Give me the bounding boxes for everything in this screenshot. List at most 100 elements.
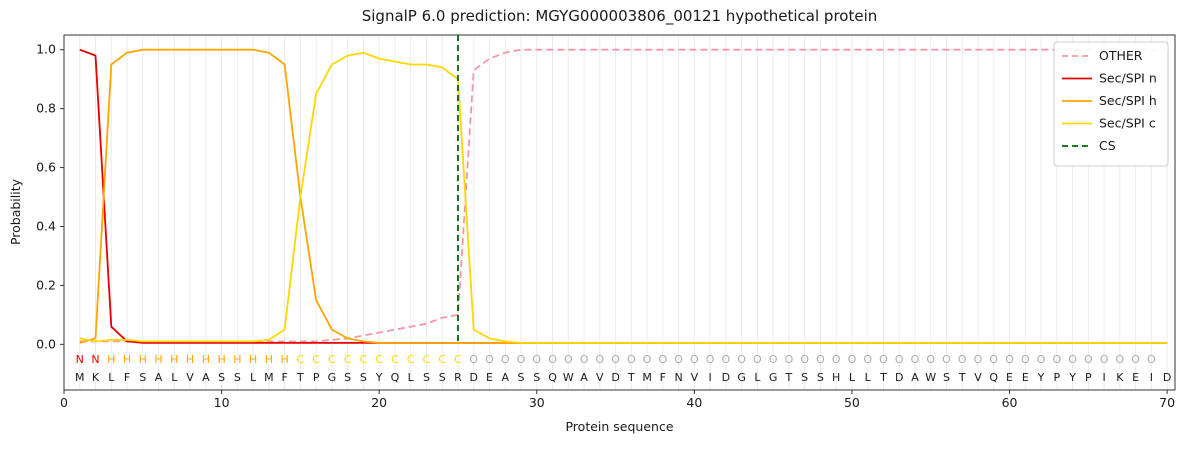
- region-label-letter: O: [674, 353, 683, 366]
- x-tick-label: 30: [529, 395, 545, 410]
- region-label-letter: O: [1084, 353, 1093, 366]
- residue-letter: A: [501, 371, 509, 384]
- region-label-letter: H: [233, 353, 241, 366]
- region-label-letter: O: [911, 353, 920, 366]
- region-label-letter: C: [375, 353, 383, 366]
- residue-letter: P: [1053, 371, 1060, 384]
- residue-letter: S: [234, 371, 241, 384]
- region-label-letter: H: [123, 353, 131, 366]
- region-label-letter: O: [501, 353, 510, 366]
- residue-letter: S: [518, 371, 525, 384]
- residue-letter: P: [1085, 371, 1092, 384]
- residue-letter: V: [186, 371, 194, 384]
- residue-letter: S: [439, 371, 446, 384]
- residue-letter: T: [879, 371, 887, 384]
- residue-letter: S: [943, 371, 950, 384]
- legend: OTHER Sec/SPI n Sec/SPI h Sec/SPI c CS: [1053, 41, 1169, 167]
- x-tick-label: 0: [60, 395, 68, 410]
- residue-letter: L: [754, 371, 761, 384]
- residue-letter: A: [580, 371, 588, 384]
- y-tick-label: 0.6: [36, 160, 56, 175]
- region-label-letter: H: [280, 353, 288, 366]
- residue-letter: G: [769, 371, 778, 384]
- residue-letter: E: [1006, 371, 1013, 384]
- region-label-letter: O: [863, 353, 872, 366]
- residue-letter: D: [611, 371, 619, 384]
- region-label-letter: O: [737, 353, 746, 366]
- residue-letter: G: [737, 371, 746, 384]
- residue-letter: S: [801, 371, 808, 384]
- region-label-letter: O: [564, 353, 573, 366]
- region-label-letter: O: [1100, 353, 1109, 366]
- region-label-letter: O: [659, 353, 668, 366]
- region-label-letter: C: [391, 353, 399, 366]
- series-line-sec-spi-n: [79, 48, 1168, 344]
- residue-letter: F: [281, 371, 287, 384]
- residue-letter: S: [423, 371, 430, 384]
- region-label-letter: O: [848, 353, 857, 366]
- residue-letter: F: [124, 371, 130, 384]
- residue-letter: D: [722, 371, 730, 384]
- region-label-letter: O: [895, 353, 904, 366]
- region-label-letter: O: [832, 353, 841, 366]
- y-tick-label: 0.0: [36, 336, 56, 351]
- region-label-letter: H: [154, 353, 162, 366]
- region-label-letter: N: [91, 353, 99, 366]
- residue-letter: T: [296, 371, 304, 384]
- region-label-letter: H: [186, 353, 194, 366]
- region-label-letter: O: [1147, 353, 1156, 366]
- residue-letter: Q: [548, 371, 557, 384]
- x-tick-label: 50: [844, 395, 860, 410]
- region-label-letter: O: [816, 353, 825, 366]
- region-label-letter: C: [297, 353, 305, 366]
- region-label-letter: C: [423, 353, 431, 366]
- chart-title: SignalP 6.0 prediction: MGYG000003806_00…: [361, 7, 878, 25]
- residue-letter: E: [486, 371, 493, 384]
- region-label-letter: H: [217, 353, 225, 366]
- residue-letter: Y: [375, 371, 383, 384]
- region-label-letter: O: [769, 353, 778, 366]
- residue-letter: L: [171, 371, 178, 384]
- region-label-letter: O: [1037, 353, 1046, 366]
- region-label-letter: O: [722, 353, 731, 366]
- region-label-letter: O: [989, 353, 998, 366]
- residue-letter: F: [660, 371, 666, 384]
- region-label-letter: O: [958, 353, 967, 366]
- region-label-letter: H: [249, 353, 257, 366]
- region-label-letter: O: [706, 353, 715, 366]
- x-tick-label: 40: [686, 395, 702, 410]
- residue-letter: L: [250, 371, 257, 384]
- region-label-letter: H: [265, 353, 273, 366]
- residue-letter: V: [596, 371, 604, 384]
- region-label-letter: O: [1116, 353, 1125, 366]
- region-label-letter: H: [139, 353, 147, 366]
- region-label-letter: O: [1052, 353, 1061, 366]
- region-label-letter: O: [1131, 353, 1140, 366]
- series-line-other: [79, 48, 1168, 343]
- residue-letter: K: [1116, 371, 1124, 384]
- residue-letter: Y: [1037, 371, 1045, 384]
- residue-letter: E: [1132, 371, 1139, 384]
- residue-letter: S: [360, 371, 367, 384]
- region-label-letter: C: [407, 353, 415, 366]
- residue-letter: L: [108, 371, 115, 384]
- region-label-letter: C: [360, 353, 368, 366]
- plot-border: [63, 34, 1176, 391]
- residue-letter: M: [264, 371, 274, 384]
- residue-letter: S: [533, 371, 540, 384]
- region-label-letter: O: [548, 353, 557, 366]
- region-label-letter: O: [1068, 353, 1077, 366]
- region-label-letter: C: [328, 353, 336, 366]
- region-label-letter: N: [76, 353, 84, 366]
- residue-letter: Y: [1068, 371, 1076, 384]
- residue-letter: T: [627, 371, 635, 384]
- region-label-letter: H: [107, 353, 115, 366]
- residue-letter: I: [1150, 371, 1153, 384]
- residue-letter: W: [925, 371, 936, 384]
- residue-letter: S: [344, 371, 351, 384]
- residue-letter: A: [911, 371, 919, 384]
- region-label-letter: H: [170, 353, 178, 366]
- legend-label-sec-spi-h: Sec/SPI h: [1099, 93, 1157, 108]
- y-tick-label: 0.2: [36, 277, 56, 292]
